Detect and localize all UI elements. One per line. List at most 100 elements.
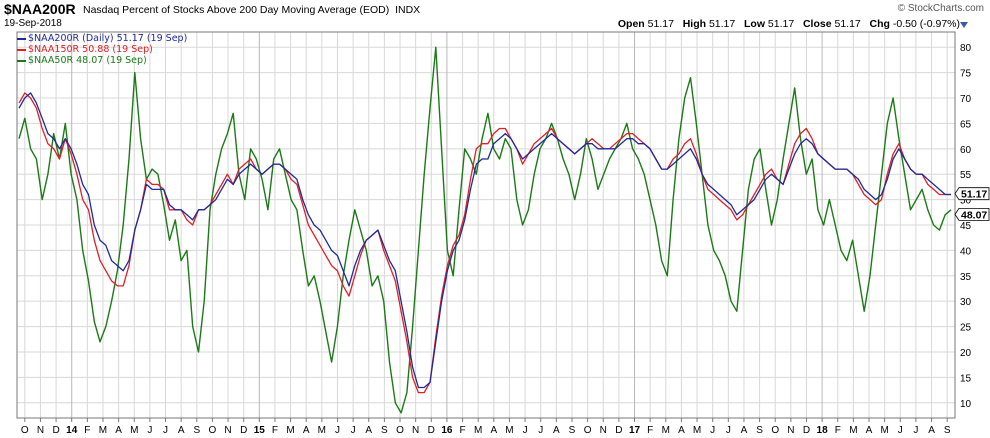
chevron-down-icon[interactable] xyxy=(960,22,968,28)
legend-label: $NAA150R 50.88 (19 Sep) xyxy=(28,44,153,55)
x-tick-label: J xyxy=(351,425,356,436)
x-tick-label: A xyxy=(741,425,748,436)
high-label: High xyxy=(682,18,707,30)
x-tick-label: 16 xyxy=(441,425,453,436)
chg-value: -0.50 (-0.97%) xyxy=(892,18,960,30)
x-tick-label: A xyxy=(303,425,310,436)
x-tick-label: 14 xyxy=(66,425,78,436)
legend-swatch xyxy=(17,48,26,51)
x-tick-label: M xyxy=(849,425,857,436)
ohlc-readout: Open 51.17 High 51.17 Low 51.17 Close 51… xyxy=(618,18,960,30)
y-axis: 10 15 20 25 30 35 40 45 50 55 60 65 70 75 80 xyxy=(960,43,972,410)
x-tick-label: A xyxy=(115,425,122,436)
x-tick-label: A xyxy=(490,425,497,436)
x-tick-label: J xyxy=(335,425,340,436)
x-tick-label: M xyxy=(318,425,326,436)
x-tick-label: S xyxy=(944,425,951,436)
symbol-title: $NAA200R xyxy=(4,1,76,17)
series-layer xyxy=(18,46,952,414)
y-tick-label: 50 xyxy=(960,196,972,207)
x-tick-label: D xyxy=(52,425,59,436)
legend-swatch xyxy=(17,37,26,40)
x-tick-label: A xyxy=(553,425,560,436)
x-tick-label: S xyxy=(381,425,388,436)
x-tick-label: 17 xyxy=(629,425,641,436)
legend-item-naa200r: $NAA200R (Daily) 51.17 (19 Sep) xyxy=(17,33,187,44)
x-tick-label: J xyxy=(523,425,528,436)
plot-frame xyxy=(16,31,956,419)
x-tick-label: D xyxy=(428,425,435,436)
legend-item-naa50r: $NAA50R 48.07 (19 Sep) xyxy=(17,55,147,66)
x-axis: O N D 14 F M A M J J A S O N D 15 F M A M J J A S O N D 16 F M A M J J A S O… xyxy=(21,418,951,436)
y-tick-label: 10 xyxy=(960,399,972,410)
x-tick-label: N xyxy=(224,425,231,436)
x-tick-label: M xyxy=(99,425,107,436)
high-value: 51.17 xyxy=(708,18,736,30)
x-tick-label: D xyxy=(615,425,622,436)
legend-item-naa150r: $NAA150R 50.88 (19 Sep) xyxy=(17,44,153,55)
y-tick-label: 70 xyxy=(960,94,972,105)
x-tick-label: M xyxy=(880,425,888,436)
x-tick-label: O xyxy=(396,425,404,436)
symbol-description: Nasdaq Percent of Stocks Above 200 Day M… xyxy=(83,4,420,16)
exchange-label: INDX xyxy=(395,4,421,16)
x-tick-label: M xyxy=(474,425,482,436)
x-tick-label: F xyxy=(835,425,841,436)
y-tick-label: 15 xyxy=(960,373,972,384)
x-tick-label: A xyxy=(928,425,935,436)
x-tick-label: O xyxy=(584,425,592,436)
y-tick-label: 65 xyxy=(960,119,972,130)
value-tag-label: 51.17 xyxy=(961,189,987,201)
x-tick-label: M xyxy=(505,425,513,436)
x-tick-label: F xyxy=(84,425,90,436)
series-line-naa150r xyxy=(18,92,951,394)
x-tick-label: D xyxy=(240,425,247,436)
y-tick-label: 25 xyxy=(960,323,972,334)
x-tick-label: 15 xyxy=(254,425,266,436)
x-tick-label: A xyxy=(866,425,873,436)
legend-swatch xyxy=(17,59,26,62)
x-tick-label: J xyxy=(147,425,152,436)
low-label: Low xyxy=(744,18,765,30)
value-tag-box xyxy=(954,187,990,201)
chg-label: Chg xyxy=(869,18,890,30)
x-tick-label: F xyxy=(647,425,653,436)
y-tick-label: 45 xyxy=(960,221,972,232)
close-label: Close xyxy=(802,18,832,30)
x-tick-label: S xyxy=(193,425,200,436)
legend-label: $NAA200R (Daily) 51.17 (19 Sep) xyxy=(28,33,188,44)
x-tick-label: M xyxy=(286,425,294,436)
brand-watermark: © StockCharts.com xyxy=(897,3,984,14)
y-tick-label: 20 xyxy=(960,348,972,359)
x-tick-label: F xyxy=(272,425,278,436)
series-line-naa50r xyxy=(18,46,952,414)
open-value: 51.17 xyxy=(647,18,674,30)
x-tick-label: A xyxy=(678,425,685,436)
x-tick-label: N xyxy=(787,425,794,436)
y-tick-label: 80 xyxy=(960,43,972,54)
description-text: Nasdaq Percent of Stocks Above 200 Day M… xyxy=(83,4,390,16)
x-tick-label: S xyxy=(756,425,763,436)
open-label: Open xyxy=(617,18,645,30)
x-tick-label: D xyxy=(803,425,810,436)
y-tick-label: 40 xyxy=(960,246,972,257)
y-tick-label: 75 xyxy=(960,69,972,80)
x-tick-label: J xyxy=(710,425,715,436)
value-tags: 51.17 48.07 xyxy=(954,187,990,221)
x-tick-label: J xyxy=(538,425,543,436)
y-tick-label: 35 xyxy=(960,272,972,283)
x-tick-label: J xyxy=(913,425,918,436)
series-line-naa200r xyxy=(18,92,951,389)
y-tick-label: 30 xyxy=(960,297,972,308)
y-tick-label: 60 xyxy=(960,145,972,156)
x-tick-label: O xyxy=(209,425,217,436)
y-tick-label: 55 xyxy=(960,170,972,181)
value-tag-label: 48.07 xyxy=(961,209,987,221)
x-tick-label: A xyxy=(365,425,372,436)
x-tick-label: 18 xyxy=(817,425,829,436)
x-tick-label: M xyxy=(130,425,138,436)
x-tick-label: N xyxy=(600,425,607,436)
x-tick-label: J xyxy=(726,425,731,436)
legend-label: $NAA50R 48.07 (19 Sep) xyxy=(28,55,147,66)
